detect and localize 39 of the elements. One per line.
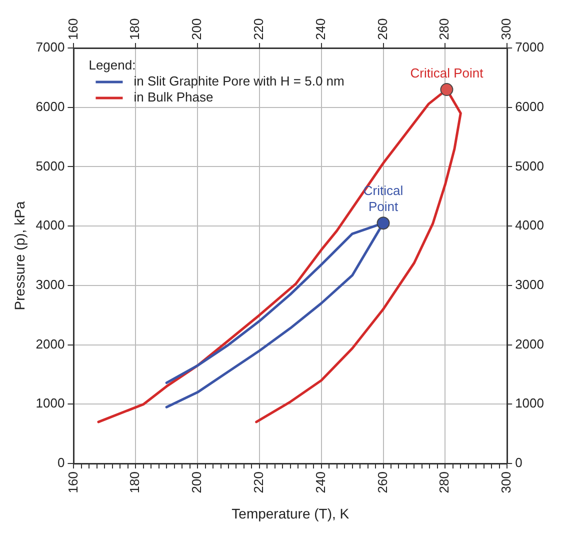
y2-tick-label: 6000 [515, 98, 544, 114]
legend-label: in Bulk Phase [134, 90, 214, 105]
y2-tick-label: 3000 [515, 277, 544, 292]
x2-tick-label: 300 [498, 472, 514, 494]
x-tick-label: 280 [436, 18, 452, 40]
x2-tick-label: 180 [127, 472, 142, 494]
x-tick-label: 160 [65, 18, 80, 40]
y-tick-label: 5000 [36, 158, 65, 174]
y2-tick-label: 1000 [515, 396, 544, 411]
x2-tick-label: 160 [65, 472, 80, 494]
annotation: Critical Point [410, 66, 484, 81]
y2-tick-label: 5000 [515, 158, 544, 174]
x2-tick-label: 200 [189, 472, 204, 494]
x-tick-label: 260 [374, 18, 390, 40]
y-tick-label: 1000 [36, 396, 65, 411]
y2-tick-label: 0 [515, 455, 522, 470]
x2-tick-label: 240 [312, 472, 328, 494]
x-tick-label: 240 [312, 18, 328, 40]
y2-tick-label: 4000 [515, 218, 544, 233]
x2-tick-label: 280 [436, 472, 452, 494]
x2-tick-label: 220 [251, 472, 266, 494]
annotation: Critical Point [363, 183, 404, 214]
legend-title: Legend: [88, 58, 136, 73]
y-axis-title: Pressure (p), kPa [11, 201, 28, 310]
x-tick-label: 300 [498, 18, 514, 40]
y2-tick-label: 7000 [515, 40, 544, 55]
x2-tick-label: 260 [374, 472, 390, 494]
y-tick-label: 3000 [36, 277, 65, 292]
x-tick-label: 180 [127, 18, 142, 40]
y-tick-label: 7000 [36, 40, 65, 55]
y-tick-label: 0 [57, 455, 65, 470]
legend-label: in Slit Graphite Pore with H = 5.0 nm [134, 74, 344, 89]
y-tick-label: 6000 [36, 98, 65, 114]
y2-tick-label: 2000 [515, 336, 544, 352]
y-tick-label: 2000 [36, 336, 65, 352]
x-tick-label: 200 [189, 18, 204, 40]
x-tick-label: 220 [251, 18, 266, 40]
y-tick-label: 4000 [36, 218, 65, 233]
x-axis-title: Temperature (T), K [232, 505, 350, 522]
